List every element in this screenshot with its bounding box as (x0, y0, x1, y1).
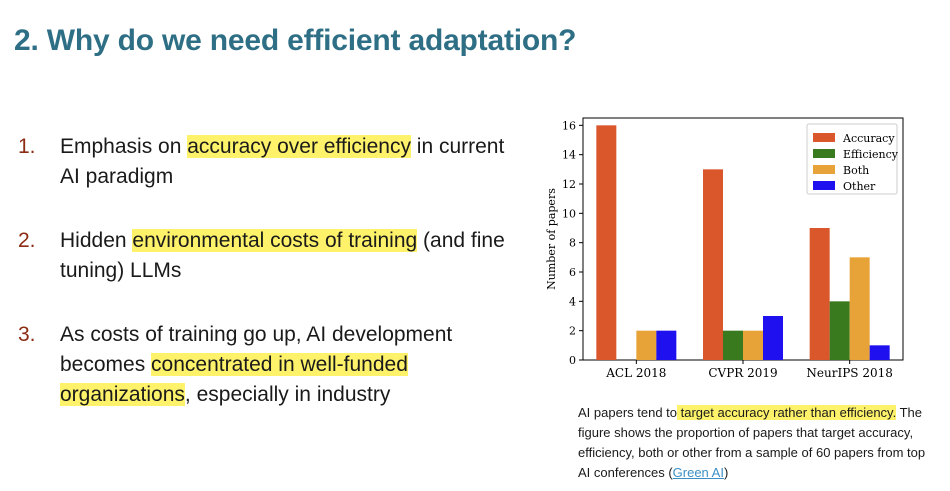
bar-both (636, 330, 657, 360)
bullet-highlight: environmental costs of training (132, 229, 418, 252)
bar-chart: 0 2 4 6 8 10 12 14 16 Number of papers ACL 2018 CVP… (545, 112, 930, 397)
y-tick-label: 14 (562, 149, 576, 162)
legend-label-both: Both (843, 164, 869, 177)
bullet-text: As costs of training go up, AI developme… (60, 323, 453, 376)
bullet-text-end: in current AI paradigm (60, 135, 505, 188)
caption-text-mid: The figure shows the proportion of paper… (578, 405, 926, 480)
bar-efficiency (829, 301, 850, 360)
y-tick-label: 2 (569, 325, 576, 338)
y-tick-label: 12 (562, 178, 576, 191)
legend-label-accuracy: Accuracy (842, 132, 895, 145)
y-tick-label: 16 (562, 119, 576, 132)
bar-accuracy (703, 169, 723, 360)
y-tick-label: 6 (569, 266, 576, 279)
slide-title: 2. Why do we need efficient adaptation? (14, 24, 577, 57)
bar-other (656, 330, 677, 360)
bullet-highlight: accuracy over efficiency (187, 135, 411, 158)
bullet-text-end: (and fine tuning) LLMs (60, 229, 505, 282)
bar-other (763, 316, 783, 360)
bar-other (869, 345, 890, 360)
y-tick-label: 10 (562, 207, 576, 220)
y-tick-label: 8 (569, 237, 576, 250)
legend-swatch-both (813, 165, 835, 174)
bar-accuracy (596, 125, 617, 360)
bullet-point-2: 2. Hidden environmental costs of trainin… (18, 226, 518, 286)
legend-swatch-other (813, 181, 835, 190)
bullet-point-3: 3. As costs of training go up, AI develo… (18, 320, 518, 410)
caption-text: AI papers tend to (578, 405, 678, 420)
bullet-point-1: 1. Emphasis on accuracy over efficiency … (18, 132, 518, 192)
bullet-text: Emphasis on (60, 135, 188, 158)
bullet-number: 3. (18, 323, 36, 346)
legend-label-other: Other (843, 180, 876, 193)
x-tick-label: NeurIPS 2018 (806, 366, 892, 380)
bar-chart-svg: 0 2 4 6 8 10 12 14 16 Number of papers ACL 2018 CVP… (545, 117, 904, 380)
caption-text-end: ) (723, 465, 729, 480)
legend-swatch-efficiency (813, 149, 835, 158)
bar-both (743, 330, 763, 360)
y-tick-label: 0 (569, 354, 576, 367)
bullet-text: Hidden (60, 229, 133, 252)
y-tick-label: 4 (569, 295, 576, 308)
legend-swatch-accuracy (813, 133, 835, 142)
x-tick-label: ACL 2018 (605, 366, 666, 380)
bar-efficiency (723, 330, 743, 360)
x-tick-label: CVPR 2019 (708, 366, 777, 380)
bar-both (849, 257, 870, 360)
bullet-list: 1. Emphasis on accuracy over efficiency … (18, 132, 518, 444)
caption-highlight: target accuracy rather than efficiency. (677, 405, 897, 420)
y-axis-label: Number of papers (545, 188, 558, 290)
bullet-number: 2. (18, 229, 36, 252)
legend-label-efficiency: Efficiency (843, 148, 899, 161)
figure-caption: AI papers tend to target accuracy rather… (578, 403, 938, 483)
bar-accuracy (809, 228, 830, 360)
bullet-text-end: , especially in industry (184, 383, 391, 406)
bullet-number: 1. (18, 135, 36, 158)
green-ai-link[interactable]: Green AI (672, 465, 724, 480)
